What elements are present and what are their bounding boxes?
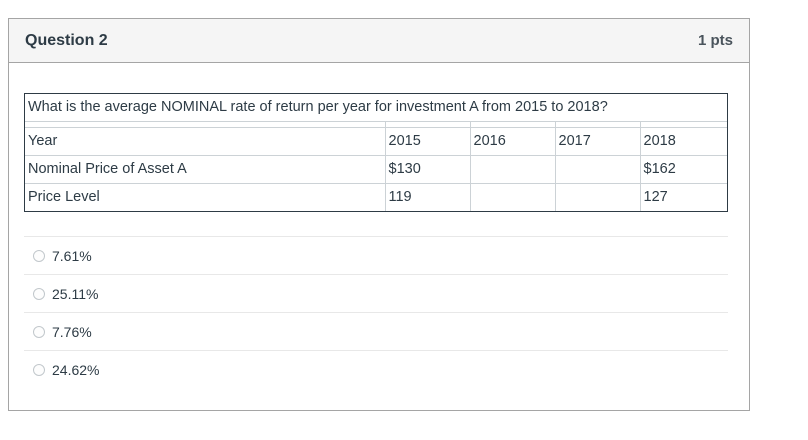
row-label-cell: Nominal Price of Asset A — [24, 154, 386, 184]
data-table: What is the average NOMINAL rate of retu… — [24, 93, 728, 212]
option-label[interactable]: 7.61% — [52, 247, 92, 264]
value-cell: 127 — [639, 182, 728, 212]
value-cell — [554, 154, 641, 184]
value-cell — [469, 154, 556, 184]
answer-option-4[interactable]: 24.62% — [24, 350, 728, 388]
row-label-cell: Year — [24, 126, 386, 156]
table-row-nominal-price: Nominal Price of Asset A $130 $162 — [24, 154, 728, 184]
option-label[interactable]: 25.11% — [52, 285, 99, 302]
value-cell: 119 — [384, 182, 471, 212]
value-cell — [469, 182, 556, 212]
value-cell: $130 — [384, 154, 471, 184]
table-row-price-level: Price Level 119 127 — [24, 182, 728, 212]
radio-button-icon[interactable] — [33, 287, 45, 300]
question-card: Question 2 1 pts What is the average NOM… — [8, 18, 750, 411]
row-label-cell: Price Level — [24, 182, 386, 212]
question-prompt: What is the average NOMINAL rate of retu… — [24, 93, 728, 122]
question-header: Question 2 1 pts — [9, 19, 749, 63]
prompt-row: What is the average NOMINAL rate of retu… — [24, 93, 728, 122]
value-cell: 2018 — [639, 126, 728, 156]
value-cell: 2015 — [384, 126, 471, 156]
option-label[interactable]: 24.62% — [52, 361, 100, 378]
option-label[interactable]: 7.76% — [52, 323, 92, 340]
value-cell: $162 — [639, 154, 728, 184]
question-body: What is the average NOMINAL rate of retu… — [9, 63, 749, 388]
radio-button-icon[interactable] — [33, 325, 45, 338]
answer-option-3[interactable]: 7.76% — [24, 312, 728, 350]
answer-option-2[interactable]: 25.11% — [24, 274, 728, 312]
value-cell: 2016 — [469, 126, 556, 156]
answer-options: 7.61% 25.11% 7.76% 24.62% — [24, 236, 728, 388]
question-data-table: What is the average NOMINAL rate of retu… — [24, 93, 728, 212]
value-cell — [554, 182, 641, 212]
radio-button-icon[interactable] — [33, 363, 45, 376]
radio-button-icon[interactable] — [33, 249, 45, 262]
question-points: 1 pts — [697, 32, 733, 49]
answer-option-1[interactable]: 7.61% — [24, 236, 728, 274]
value-cell: 2017 — [554, 126, 641, 156]
question-title: Question 2 — [25, 31, 108, 49]
table-row-year: Year 2015 2016 2017 2018 — [24, 126, 728, 156]
